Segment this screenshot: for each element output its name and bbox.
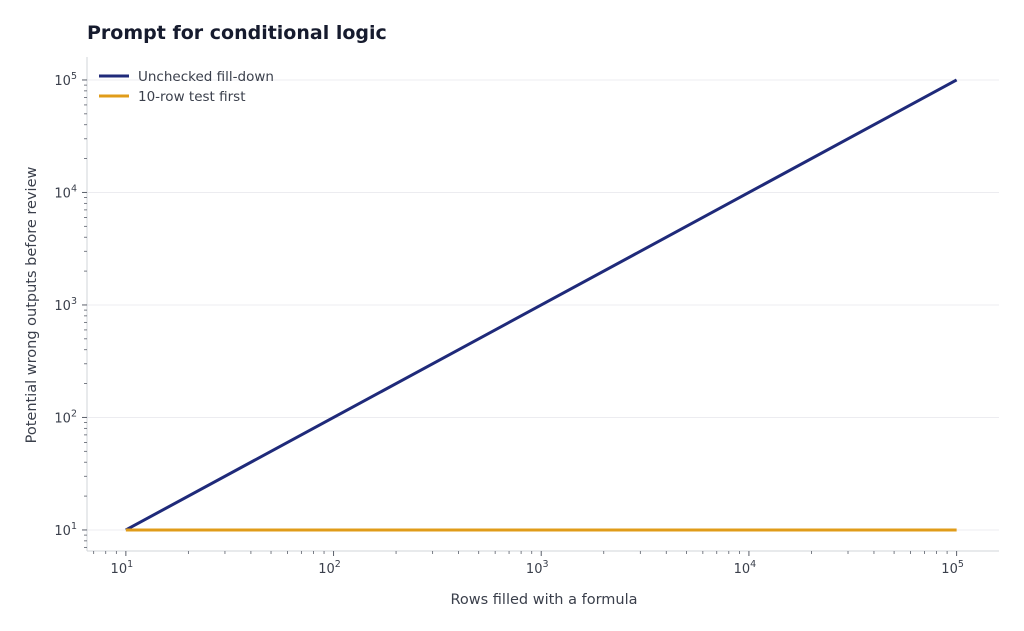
y-tick-label: 105 (54, 71, 77, 89)
x-tick-label: 104 (734, 559, 757, 577)
series (125, 78, 958, 532)
y-tick-label: 102 (54, 408, 77, 426)
x-tick-label: 105 (941, 559, 964, 577)
x-tick-label: 103 (526, 559, 549, 577)
y-tick-label: 103 (54, 296, 77, 314)
series-line-1 (125, 78, 958, 532)
ticks: 101 102 103 104 105 101 102 103 104 105 (54, 71, 963, 577)
x-axis-label: Rows filled with a formula (450, 592, 637, 608)
legend-label-2: 10-row test first (138, 89, 246, 105)
legend: Unchecked fill-down 10-row test first (99, 69, 274, 105)
y-axis-label: Potential wrong outputs before review (24, 167, 40, 444)
axes (86, 57, 999, 552)
x-tick-label: 102 (318, 559, 341, 577)
y-tick-label: 101 (54, 521, 77, 539)
y-tick-label: 104 (54, 183, 77, 201)
x-tick-label: 101 (111, 559, 134, 577)
legend-label-1: Unchecked fill-down (138, 69, 274, 85)
chart-title: Prompt for conditional logic (87, 22, 387, 44)
